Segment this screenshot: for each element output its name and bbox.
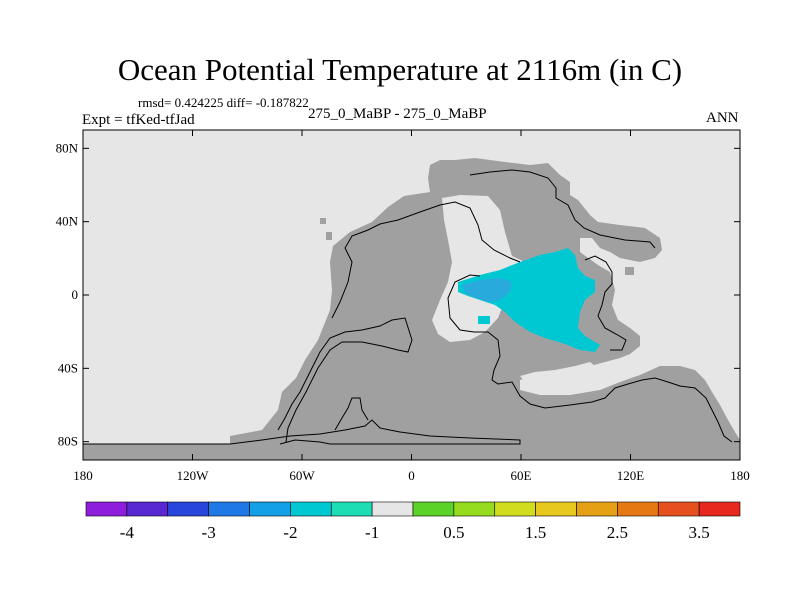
y-tick-label: 80N [56,140,79,155]
colorbar-labels: -4 -3 -2 -1 0.5 1.5 2.5 3.5 [120,523,710,542]
basin-southern-east [520,362,600,388]
colorbar-label: 3.5 [689,523,710,542]
colorbar-swatch [290,501,332,517]
colorbar [85,501,741,517]
x-tick-label: 0 [408,468,415,483]
x-tick-label: 120W [177,468,210,483]
y-tick-label: 80S [58,434,78,449]
colorbar-swatch [657,501,700,517]
experiment-label: Expt = tfKed-tfJad [82,112,195,128]
y-axis: 80N 40N 0 40S 80S [56,140,740,449]
coastline-asia [584,255,627,351]
colorbar-swatch [330,501,373,517]
colorbar-swatch [167,501,209,517]
coastline-americas [331,201,521,319]
coastline-north [469,169,656,249]
land-island-b [326,232,332,240]
anomaly-patch [458,248,600,352]
x-tick-label: 180 [73,468,93,483]
anomaly-small-patch [478,316,490,324]
coastline-west [277,317,413,443]
x-tick-label: 180 [730,468,750,483]
colorbar-swatch [85,501,128,517]
y-tick-label: 40S [58,360,78,375]
colorbar-swatch [698,501,741,517]
colorbar-swatch [453,501,496,517]
colorbar-swatch [576,501,618,517]
season-label: ANN [706,110,739,126]
coastline-peninsula [334,397,369,431]
colorbar-label: 2.5 [607,523,628,542]
coastline-africa [447,274,733,443]
colorbar-label: -4 [120,523,135,542]
x-tick-label: 120E [617,468,645,483]
colorbar-label: 1.5 [525,523,546,542]
x-tick-label: 60W [289,468,315,483]
y-tick-label: 0 [72,287,79,302]
colorbar-swatch [249,501,291,517]
colorbar-swatch [535,501,577,517]
colorbar-label: 0.5 [443,523,464,542]
land-mask [83,158,740,460]
land-antarctic-margin [340,410,520,444]
land-island-a [320,218,326,224]
colorbar-swatch [208,501,250,517]
x-axis: 180 120W 60W 0 60E 120E 180 [73,130,750,483]
anomaly-strong [462,278,512,302]
colorbar-label: -1 [365,523,379,542]
coastline-contours [83,169,733,445]
case-label: 275_0_MaBP - 275_0_MaBP [308,106,487,122]
colorbar-label: -3 [202,523,216,542]
coastline-antarctic [83,419,521,445]
anomaly-main [458,248,600,352]
stats-text: rmsd= 0.424225 diff= -0.187822 [138,95,309,110]
colorbar-swatch [371,501,414,517]
colorbar-swatch [412,501,455,517]
land-americas [83,158,740,460]
x-tick-label: 60E [511,468,532,483]
y-tick-label: 40N [56,214,79,229]
colorbar-swatch [126,501,169,517]
colorbar-label: -2 [283,523,297,542]
chart-title: Ocean Potential Temperature at 2116m (in… [117,52,683,87]
colorbar-swatch [494,501,536,517]
colorbar-swatch [617,501,659,517]
land-island-c [625,267,634,275]
